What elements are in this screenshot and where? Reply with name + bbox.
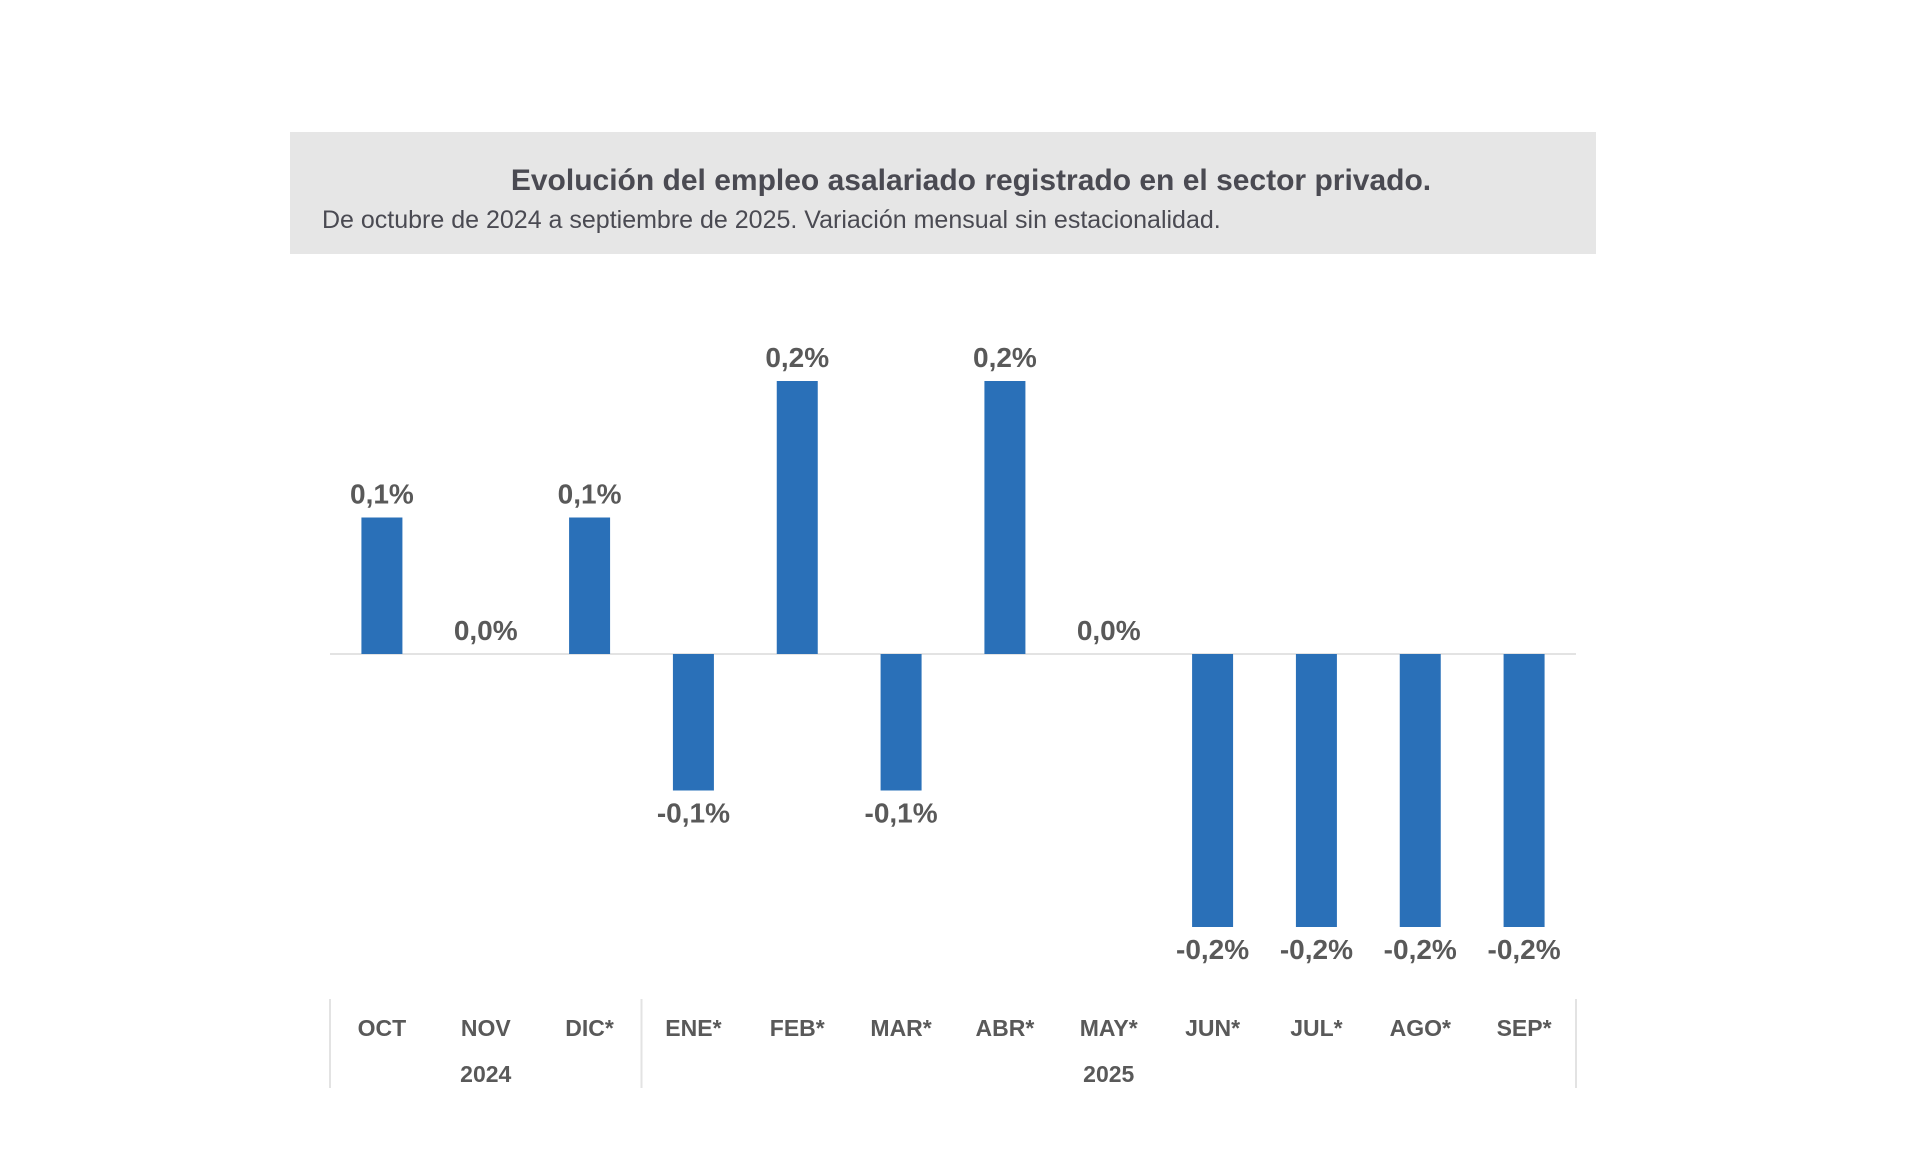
- data-label: 0,2%: [765, 342, 829, 373]
- bar-ago: [1399, 654, 1441, 927]
- category-label: MAY*: [1080, 1015, 1138, 1041]
- bar-jul: [1295, 654, 1337, 927]
- bar-jun: [1192, 654, 1234, 927]
- category-label: SEP*: [1497, 1015, 1552, 1041]
- category-label: ABR*: [976, 1015, 1035, 1041]
- data-label: -0,2%: [1176, 934, 1249, 965]
- data-label: 0,1%: [350, 479, 414, 510]
- bar-ene: [672, 654, 714, 791]
- category-label: ENE*: [665, 1015, 721, 1041]
- data-label: 0,2%: [973, 342, 1037, 373]
- chart-subtitle: De octubre de 2024 a septiembre de 2025.…: [322, 206, 1221, 234]
- category-label: NOV: [461, 1015, 512, 1041]
- bar-oct: [361, 517, 403, 654]
- data-label: -0,1%: [657, 798, 730, 829]
- category-label: MAR*: [870, 1015, 931, 1041]
- data-label: -0,2%: [1280, 934, 1353, 965]
- year-label: 2024: [460, 1061, 511, 1087]
- data-label: -0,2%: [1488, 934, 1561, 965]
- bar-feb: [776, 381, 818, 654]
- category-label: JUL*: [1290, 1015, 1342, 1041]
- category-label: JUN*: [1185, 1015, 1240, 1041]
- category-label: DIC*: [565, 1015, 614, 1041]
- data-label: 0,1%: [558, 479, 622, 510]
- data-label: -0,1%: [865, 798, 938, 829]
- bar-dic: [569, 517, 611, 654]
- bar-abr: [984, 381, 1026, 654]
- data-label: 0,0%: [1077, 615, 1141, 646]
- data-label: -0,2%: [1384, 934, 1457, 965]
- chart-title: Evolución del empleo asalariado registra…: [510, 164, 1432, 197]
- chart-header: Evolución del empleo asalariado registra…: [290, 132, 1596, 254]
- data-label: 0,0%: [454, 615, 518, 646]
- bar-mar: [880, 654, 922, 791]
- category-label: AGO*: [1390, 1015, 1451, 1041]
- category-label: OCT: [358, 1015, 407, 1041]
- category-label: FEB*: [770, 1015, 825, 1041]
- year-label: 2025: [1083, 1061, 1134, 1087]
- bar-sep: [1503, 654, 1545, 927]
